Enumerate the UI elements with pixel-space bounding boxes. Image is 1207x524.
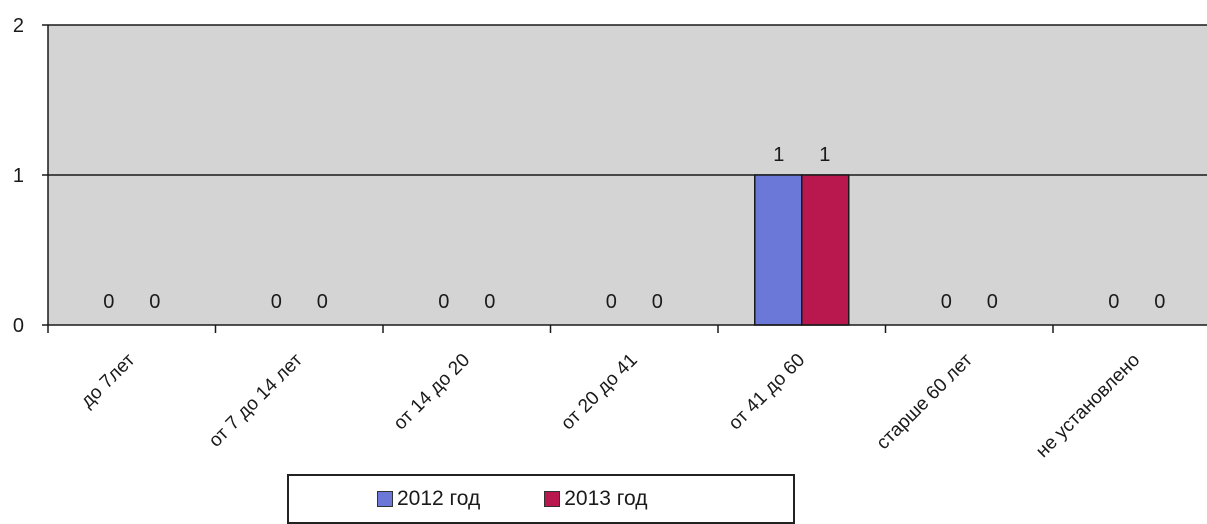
data-label: 0 xyxy=(1154,291,1165,313)
legend-label-2013: 2013 год xyxy=(564,487,648,510)
category-label: не установлено xyxy=(1032,350,1144,462)
data-label: 0 xyxy=(1108,291,1119,313)
category-label: от 14 до 20 xyxy=(390,350,475,435)
data-label: 1 xyxy=(773,144,784,166)
legend-label-2012: 2012 год xyxy=(397,487,481,510)
category-label: от 20 до 41 xyxy=(557,350,642,435)
legend-item-2012: 2012 год xyxy=(377,487,480,511)
data-label: 0 xyxy=(317,291,328,313)
y-tick-label: 1 xyxy=(13,165,24,187)
data-label: 0 xyxy=(103,291,114,313)
y-tick-label: 2 xyxy=(13,15,24,37)
data-label: 0 xyxy=(484,291,495,313)
gridlines xyxy=(48,24,1207,176)
bar xyxy=(801,174,850,326)
category-label: до 7лет xyxy=(77,349,140,412)
data-label: 0 xyxy=(606,291,617,313)
category-label: от 41 до 60 xyxy=(725,350,810,435)
data-label: 1 xyxy=(819,144,830,166)
category-label: старше 60 лет xyxy=(873,349,977,453)
data-label: 0 xyxy=(941,291,952,313)
bar xyxy=(754,174,803,326)
data-label: 0 xyxy=(987,291,998,313)
legend-swatch-2012 xyxy=(377,491,393,507)
data-label: 0 xyxy=(271,291,282,313)
category-label: от 7 до 14 лет xyxy=(205,349,307,451)
y-tick-label: 0 xyxy=(13,315,24,337)
bars xyxy=(754,174,850,326)
axes xyxy=(42,24,1207,333)
legend: 2012 год 2013 год xyxy=(287,474,795,524)
data-label: 0 xyxy=(652,291,663,313)
data-label: 0 xyxy=(149,291,160,313)
legend-swatch-2013 xyxy=(544,491,561,507)
legend-item-2013: 2013 год xyxy=(544,487,647,511)
data-label: 0 xyxy=(438,291,449,313)
